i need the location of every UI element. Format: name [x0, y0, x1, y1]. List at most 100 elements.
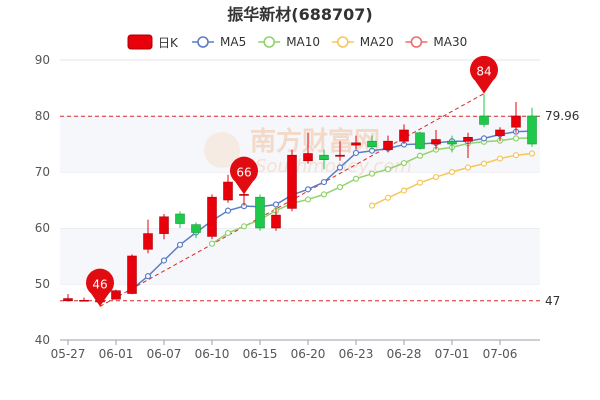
max-pin: 84 — [470, 55, 498, 94]
ma10-point — [240, 223, 248, 230]
candle — [367, 135, 377, 150]
candle-body — [431, 139, 441, 145]
ma10-point — [512, 135, 520, 142]
candle-body — [447, 140, 457, 145]
candle-body — [303, 153, 313, 162]
candle — [207, 194, 217, 240]
candle — [111, 289, 121, 300]
grid-band — [60, 284, 540, 340]
y-tick-label: 40 — [35, 333, 50, 347]
candle-body — [207, 196, 217, 237]
candle — [223, 174, 233, 203]
candle — [463, 132, 473, 158]
x-tick-label: 06-10 — [195, 347, 230, 361]
ma20-point — [384, 194, 392, 201]
low-reference-label: 47 — [545, 294, 560, 308]
legend-label: 日K — [158, 36, 179, 50]
ma5-point — [144, 273, 152, 280]
mid-pin-label: 66 — [236, 165, 251, 179]
legend-item: MA10 — [258, 35, 320, 49]
grid-band — [60, 172, 540, 228]
ma5-point — [336, 164, 344, 171]
candle — [511, 102, 521, 133]
legend-marker — [336, 36, 349, 48]
candle-body — [127, 255, 137, 294]
x-tick-label: 06-20 — [291, 347, 326, 361]
candle-body — [527, 115, 537, 145]
ma10-point — [320, 191, 328, 198]
candle — [303, 132, 313, 164]
ma10-point — [336, 184, 344, 191]
candle — [479, 93, 489, 128]
x-tick-label: 06-28 — [387, 347, 422, 361]
y-tick-label: 90 — [35, 53, 50, 67]
candle-body — [159, 216, 169, 234]
candle — [255, 194, 265, 231]
ma20-point — [512, 152, 520, 159]
legend-label: MA10 — [286, 35, 320, 49]
ma10-point — [352, 175, 360, 182]
y-tick-label: 70 — [35, 165, 50, 179]
candle — [191, 222, 201, 239]
ma5-point — [160, 257, 168, 264]
legend-item: MA30 — [405, 35, 467, 49]
candle — [495, 127, 505, 142]
grid-band — [60, 116, 540, 172]
mid-pin-shape — [230, 156, 258, 195]
candle — [143, 219, 153, 254]
ma10-point — [384, 166, 392, 173]
ma5-point — [480, 135, 488, 142]
candle-body — [63, 298, 73, 302]
annotation-pins: 84 46 66 — [86, 55, 498, 307]
candle-body — [287, 154, 297, 209]
x-tick-label: 06-01 — [99, 347, 134, 361]
candle-body — [383, 140, 393, 150]
legend-item: MA20 — [331, 35, 394, 49]
ma5-point — [352, 149, 360, 157]
ma20-point — [368, 202, 376, 209]
candle-body — [111, 290, 121, 300]
max-pin-label: 84 — [476, 65, 491, 79]
x-tick-label: 06-07 — [147, 347, 182, 361]
legend-marker — [263, 36, 276, 48]
legend-label: MA30 — [433, 35, 467, 49]
min-pin: 46 — [86, 268, 115, 307]
legend: 日K MA5 MA10 MA20 MA30 — [127, 34, 467, 50]
candle — [447, 135, 457, 153]
legend-label: MA5 — [220, 35, 246, 49]
grid-band — [60, 60, 540, 116]
ma20-point — [496, 155, 504, 162]
candle-body — [191, 224, 201, 233]
x-tick-label: 07-01 — [435, 347, 470, 361]
high-reference-label: 79.96 — [545, 109, 579, 123]
mid-pin: 66 — [230, 156, 258, 195]
candle — [431, 130, 441, 150]
candle — [63, 294, 73, 302]
x-tick-label: 05-27 — [51, 347, 86, 361]
axes: 40 50 60 70 80 90 05-27 06-01 06-07 06-10 06-15 06-… — [35, 53, 540, 361]
candle-body — [319, 154, 329, 160]
grid-band — [60, 228, 540, 284]
candle — [335, 141, 345, 161]
min-pin-shape — [86, 268, 115, 307]
candle-body — [79, 299, 89, 302]
ma5-point — [304, 186, 312, 193]
candle — [79, 297, 89, 302]
x-tick-label: 07-06 — [483, 347, 518, 361]
ma20-point — [480, 160, 488, 167]
candle-body — [495, 129, 505, 136]
chart-title-name: 振华新材 — [227, 5, 291, 24]
candle — [287, 149, 297, 212]
legend-marker — [410, 36, 423, 48]
ma20-point — [416, 179, 424, 186]
candle — [159, 214, 169, 240]
candle-body — [463, 136, 473, 142]
candle-body — [175, 213, 185, 224]
candle-body — [271, 214, 281, 229]
ma20-point — [528, 150, 536, 157]
y-tick-label: 80 — [35, 109, 50, 123]
candle — [527, 107, 537, 147]
candle — [383, 135, 393, 153]
ma10-point — [304, 196, 312, 203]
